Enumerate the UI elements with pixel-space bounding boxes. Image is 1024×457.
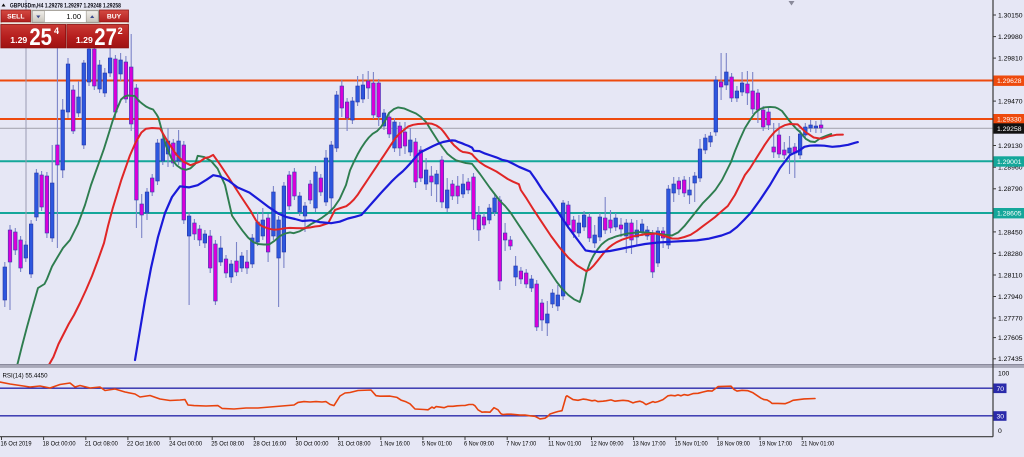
svg-text:1.27770: 1.27770 bbox=[998, 315, 1023, 322]
svg-text:RSI(14) 55.4450: RSI(14) 55.4450 bbox=[3, 373, 48, 380]
svg-text:7 Nov 17:00: 7 Nov 17:00 bbox=[506, 440, 536, 447]
svg-text:25: 25 bbox=[29, 24, 52, 51]
svg-text:15 Nov 01:00: 15 Nov 01:00 bbox=[675, 440, 708, 447]
svg-text:1.28790: 1.28790 bbox=[998, 186, 1023, 193]
svg-text:24 Oct 00:00: 24 Oct 00:00 bbox=[169, 440, 202, 447]
svg-text:1.27940: 1.27940 bbox=[998, 294, 1023, 301]
svg-text:1.29130: 1.29130 bbox=[998, 143, 1023, 150]
svg-text:6 Nov 09:00: 6 Nov 09:00 bbox=[464, 440, 494, 447]
svg-text:1.29001: 1.29001 bbox=[997, 159, 1022, 166]
svg-text:1.00: 1.00 bbox=[66, 12, 81, 21]
svg-text:11 Nov 01:00: 11 Nov 01:00 bbox=[548, 440, 581, 447]
svg-text:30 Oct 00:00: 30 Oct 00:00 bbox=[296, 440, 329, 447]
svg-text:1 Nov 16:00: 1 Nov 16:00 bbox=[380, 440, 410, 447]
svg-text:BUY: BUY bbox=[107, 14, 122, 21]
svg-text:1.29628: 1.29628 bbox=[997, 78, 1022, 85]
svg-text:1.29810: 1.29810 bbox=[998, 56, 1023, 63]
svg-text:1.30150: 1.30150 bbox=[998, 12, 1023, 19]
svg-text:1.29: 1.29 bbox=[76, 35, 93, 45]
svg-text:16 Oct 2019: 16 Oct 2019 bbox=[1, 440, 32, 447]
svg-text:2: 2 bbox=[118, 26, 123, 36]
svg-text:22 Oct 16:00: 22 Oct 16:00 bbox=[127, 440, 160, 447]
svg-text:28 Oct 16:00: 28 Oct 16:00 bbox=[253, 440, 286, 447]
svg-text:1.28450: 1.28450 bbox=[998, 229, 1023, 236]
svg-text:1.28110: 1.28110 bbox=[998, 272, 1023, 279]
svg-text:5 Nov 01:00: 5 Nov 01:00 bbox=[422, 440, 452, 447]
svg-text:31 Oct 08:00: 31 Oct 08:00 bbox=[338, 440, 371, 447]
svg-text:SELL: SELL bbox=[7, 14, 24, 21]
svg-text:GBPUSDm,H4 1.29278 1.29297 1.: GBPUSDm,H4 1.29278 1.29297 1.29248 1.292… bbox=[10, 3, 121, 10]
svg-text:21 Nov 01:00: 21 Nov 01:00 bbox=[801, 440, 834, 447]
svg-text:21 Oct 08:00: 21 Oct 08:00 bbox=[85, 440, 118, 447]
svg-text:1.29258: 1.29258 bbox=[997, 126, 1022, 133]
svg-text:1.27605: 1.27605 bbox=[998, 335, 1023, 342]
svg-text:1.28605: 1.28605 bbox=[997, 211, 1022, 218]
svg-text:25 Oct 08:00: 25 Oct 08:00 bbox=[211, 440, 244, 447]
svg-text:19 Nov 17:00: 19 Nov 17:00 bbox=[759, 440, 792, 447]
svg-text:13 Nov 17:00: 13 Nov 17:00 bbox=[633, 440, 666, 447]
svg-text:100: 100 bbox=[998, 371, 1010, 378]
svg-text:18 Oct 00:00: 18 Oct 00:00 bbox=[43, 440, 76, 447]
svg-text:1.28280: 1.28280 bbox=[998, 251, 1023, 258]
svg-text:4: 4 bbox=[54, 26, 59, 36]
svg-text:1.29980: 1.29980 bbox=[998, 34, 1023, 41]
svg-text:1.27435: 1.27435 bbox=[998, 356, 1023, 363]
svg-text:12 Nov 09:00: 12 Nov 09:00 bbox=[591, 440, 624, 447]
svg-text:30: 30 bbox=[997, 414, 1005, 421]
svg-text:27: 27 bbox=[94, 24, 117, 51]
svg-text:1.29: 1.29 bbox=[10, 35, 27, 45]
svg-text:70: 70 bbox=[997, 386, 1005, 393]
svg-text:1.29470: 1.29470 bbox=[998, 99, 1023, 106]
svg-text:0: 0 bbox=[998, 428, 1002, 435]
svg-text:1.29330: 1.29330 bbox=[997, 117, 1022, 124]
svg-text:18 Nov 09:00: 18 Nov 09:00 bbox=[717, 440, 750, 447]
